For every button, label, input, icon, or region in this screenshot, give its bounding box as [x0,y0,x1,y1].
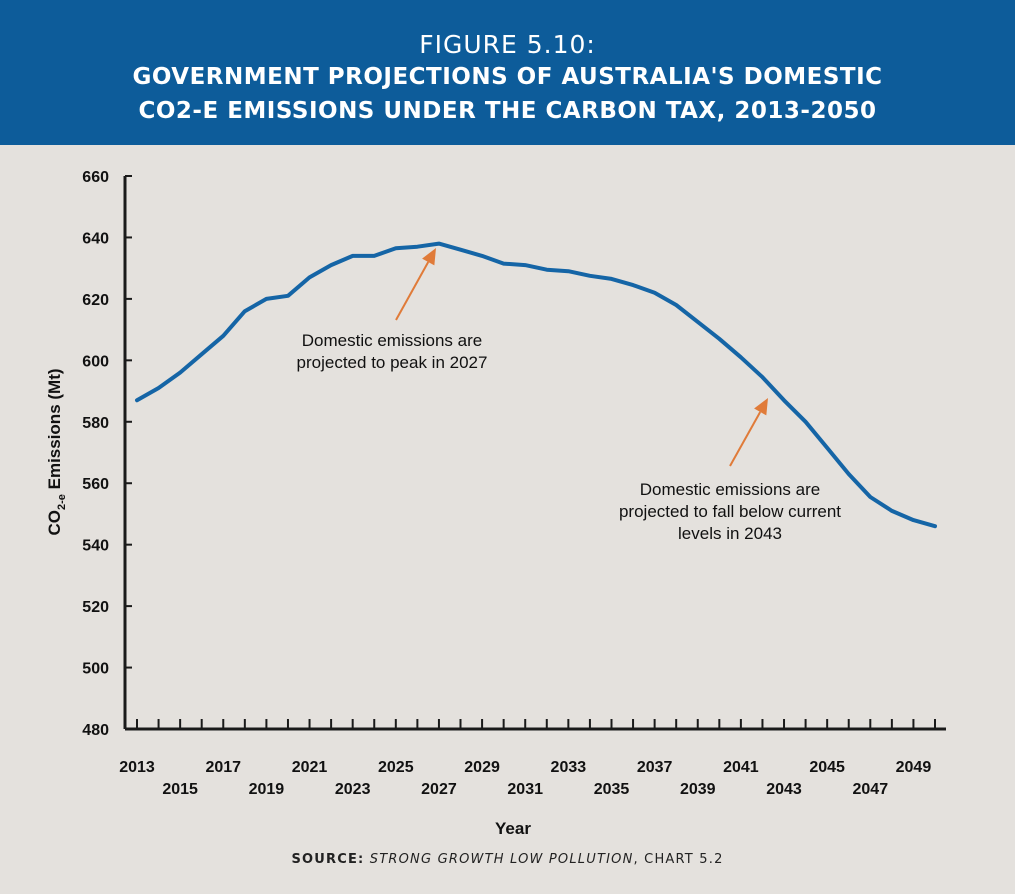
peak-arrow-shaft [395,261,430,321]
data-point [157,386,161,390]
data-point [502,262,506,266]
annotation-fall-line-1: Domestic emissions are [639,480,821,499]
x-tick-label: 2037 [637,759,673,776]
fall-arrow-head [754,398,768,416]
title-banner: FIGURE 5.10: GOVERNMENT PROJECTIONS OF A… [0,0,1015,145]
data-point [523,263,527,267]
data-point [868,495,872,499]
source-label: SOURCE: [291,852,365,867]
annotation-peak-line-1: Domestic emissions are [301,331,483,350]
data-point [264,297,268,301]
data-point [847,472,851,476]
data-point [933,524,937,528]
x-tick-label: 2031 [507,781,543,798]
x-tick-label: 2045 [809,759,845,776]
x-tick-label: 2027 [421,781,457,798]
data-point [588,274,592,278]
annotation-fall-line-3: levels in 2043 [678,524,782,543]
y-tick-label: 580 [82,415,109,432]
peak-arrow-head [422,248,436,266]
fall-arrow-shaft [729,411,762,467]
data-point [329,263,333,267]
x-tick-label: 2015 [162,781,198,798]
data-point [911,518,915,522]
emissions-line [135,241,937,529]
x-tick-label: 2029 [464,759,500,776]
x-tick-label: 2017 [205,759,241,776]
x-tick-label: 2013 [119,759,155,776]
x-axis-title: Year [495,819,531,838]
y-axis-title-part: Emissions (Mt) [45,368,64,494]
data-point [437,242,441,246]
data-point [804,420,808,424]
data-point [221,334,225,338]
data-point [200,352,204,356]
annotation-fall: Domestic emissions are projected to fall… [575,479,885,545]
data-point [631,283,635,287]
data-point [674,303,678,307]
y-tick-label: 520 [82,599,109,616]
source-rest: , CHART 5.2 [633,852,724,867]
y-axis-title: CO2-e Emissions (Mt) [45,368,68,535]
data-point [372,254,376,258]
data-point [653,291,657,295]
x-tick-label: 2025 [378,759,414,776]
y-axis-title-subscript: 2-e [56,494,68,510]
chart-title-line-1: GOVERNMENT PROJECTIONS OF AUSTRALIA'S DO… [132,64,883,90]
data-point [760,375,764,379]
y-tick-label: 600 [82,353,109,370]
source-note: SOURCE: STRONG GROWTH LOW POLLUTION, CHA… [0,852,1015,867]
y-axis-title-part: CO [45,510,64,536]
data-point [308,275,312,279]
data-point [286,294,290,298]
x-tick-label: 2039 [680,781,716,798]
x-tick-label: 2023 [335,781,371,798]
data-point [782,398,786,402]
x-tick-label: 2043 [766,781,802,798]
data-point [394,246,398,250]
data-point [351,254,355,258]
data-point [459,248,463,252]
y-tick-label: 640 [82,230,109,247]
x-tick-label: 2019 [249,781,285,798]
y-tick-label: 480 [82,722,109,739]
annotation-fall-line-2: projected to fall below current [618,502,842,521]
data-point [696,320,700,324]
data-point [566,269,570,273]
data-point [890,509,894,513]
data-point [135,398,139,402]
data-point [717,337,721,341]
data-point [739,355,743,359]
y-tick-label: 500 [82,661,109,678]
x-tick-label: 2041 [723,759,759,776]
x-tick-label: 2047 [853,781,889,798]
data-point [545,268,549,272]
y-tick-label: 560 [82,476,109,493]
annotation-peak: Domestic emissions are projected to peak… [262,330,522,374]
data-point [480,254,484,258]
figure-label: FIGURE 5.10: [419,30,596,59]
x-tick-label: 2049 [896,759,932,776]
annotation-peak-line-2: projected to peak in 2027 [296,353,488,372]
x-tick-label: 2033 [551,759,587,776]
x-tick-label: 2035 [594,781,630,798]
y-tick-label: 620 [82,292,109,309]
source-title: STRONG GROWTH LOW POLLUTION [369,852,634,867]
y-tick-label: 660 [82,169,109,186]
chart-title-line-2: CO2-E EMISSIONS UNDER THE CARBON TAX, 20… [138,98,877,124]
data-point [609,277,613,281]
data-point [415,245,419,249]
x-tick-label: 2021 [292,759,328,776]
data-point [243,309,247,313]
y-tick-label: 540 [82,538,109,555]
data-point [825,446,829,450]
data-point [178,371,182,375]
